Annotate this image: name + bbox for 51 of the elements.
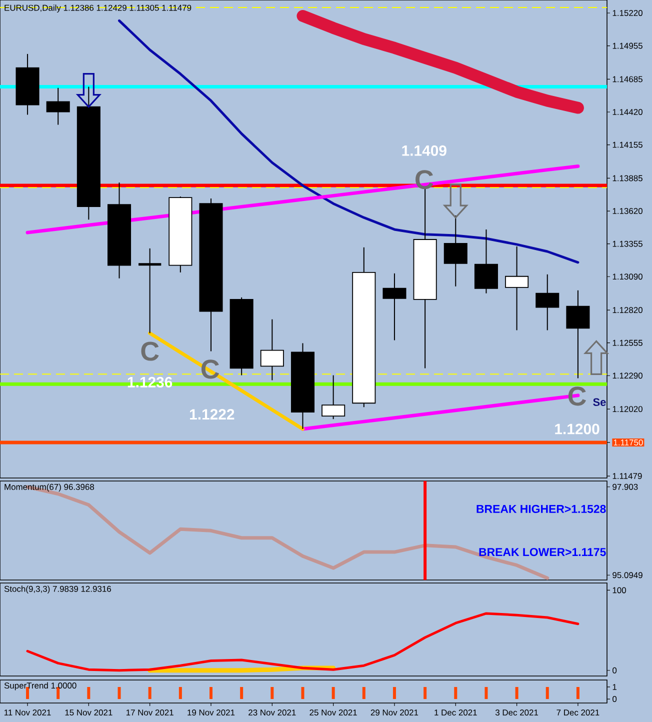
y-tick-label: 100: [612, 587, 626, 594]
y-tick-label: 1.13620: [612, 208, 642, 214]
y-tick-label: 95.0949: [612, 572, 642, 578]
x-tick-label: 3 Dec 2021: [495, 710, 538, 716]
y-tick-label: 1.13885: [612, 175, 642, 182]
chart-title: SuperTrend 1.0000: [4, 682, 76, 690]
candlestick: [46, 87, 70, 126]
x-tick-label: 17 Nov 2021: [126, 710, 174, 716]
x-tick-label: 29 Nov 2021: [370, 710, 418, 716]
annotation: 1.1222: [190, 409, 234, 420]
line-series: [26, 612, 580, 672]
y-tick-label: 1.12555: [612, 340, 642, 346]
y-tick-label: 1.12820: [612, 307, 642, 314]
candlestick: [382, 272, 406, 341]
candlestick: [505, 246, 529, 331]
y-tick-label: 1.11479: [612, 473, 642, 480]
candlestick: [322, 374, 346, 420]
y-tick-label: 1.15220: [612, 10, 642, 16]
annotation: BREAK HIGHER>1.1528: [476, 504, 606, 514]
line-series: [118, 19, 580, 264]
y-tick-label: 1.14420: [612, 109, 642, 115]
x-tick-label: 19 Nov 2021: [188, 710, 235, 716]
y-tick-label: 0: [612, 696, 617, 702]
chart-title: Stoch(9,3,3) 7.9839 12.9316: [4, 586, 111, 594]
x-tick-label: 15 Nov 2021: [65, 710, 112, 716]
annotation: C: [141, 342, 159, 361]
y-tick-label: 1.14155: [612, 142, 642, 148]
y-tick-label: 1.13355: [612, 240, 642, 247]
y-tick-label: 1.11750: [614, 439, 643, 446]
y-tick-label: 1.14685: [612, 76, 642, 82]
y-tick-label: 1.12290: [612, 372, 642, 379]
annotation: BREAK LOWER>1.1175: [479, 548, 606, 556]
y-tick-label: 1.13090: [612, 274, 642, 280]
candlestick: [566, 290, 590, 379]
candlestick: [260, 318, 284, 381]
y-tick-label: 97.903: [612, 484, 638, 490]
annotation: 1.1409: [402, 145, 446, 156]
annotation: Se: [593, 398, 606, 406]
chart-title: Momentum(67) 96.3968: [4, 484, 94, 492]
x-tick-label: 23 Nov 2021: [248, 710, 296, 716]
x-tick-label: 25 Nov 2021: [310, 710, 357, 716]
candlestick: [536, 274, 560, 331]
y-tick-label: 1.14955: [612, 42, 642, 49]
annotation: 1.1200: [555, 424, 600, 434]
x-tick-label: 1 Dec 2021: [434, 710, 477, 716]
y-tick-label: 1.12020: [612, 406, 642, 412]
x-tick-label: 7 Dec 2021: [556, 710, 600, 716]
y-tick-label: 1: [612, 684, 617, 690]
candlestick: [137, 248, 162, 334]
y-tick-label: 0: [612, 667, 617, 674]
x-tick-label: 11 Nov 2021: [4, 710, 51, 716]
